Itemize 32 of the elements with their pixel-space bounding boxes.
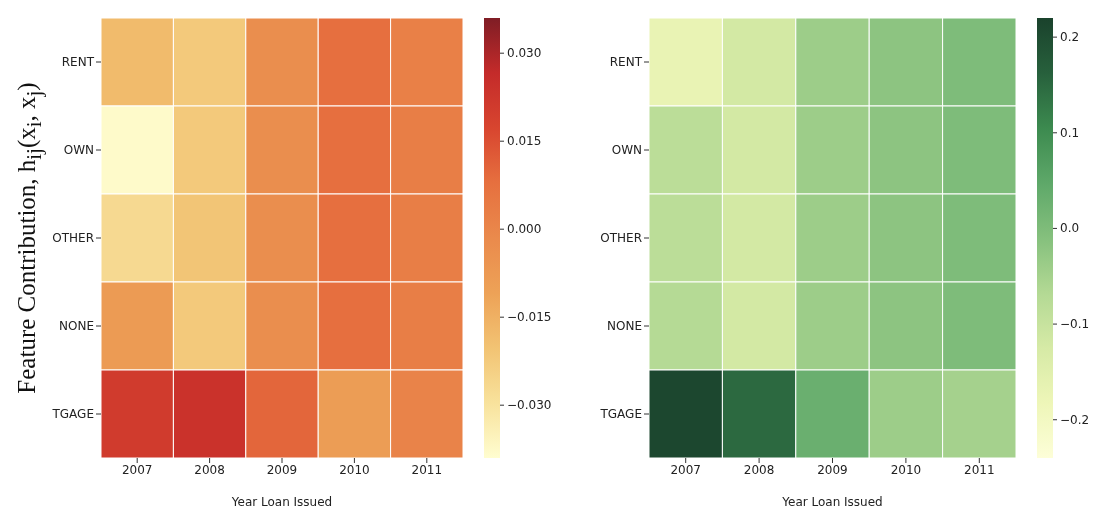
color-bar-label: 0.015 (507, 134, 542, 149)
x-tick-label: 2010 (890, 462, 922, 477)
y-tick-label: TGAGE (51, 407, 94, 422)
y-tick-label: OTHER (52, 231, 94, 246)
color-bar-label: −0.2 (1060, 412, 1090, 427)
x-tick-label: 2007 (121, 462, 153, 477)
x-tick-label: 2007 (670, 462, 701, 477)
color-bar-label: 0.030 (507, 46, 542, 61)
x-tick-label: 2010 (339, 462, 370, 477)
x-tick-label: 2009 (266, 462, 298, 477)
x-tick-label: 2011 (964, 462, 995, 477)
y-tick-label: OWN (611, 143, 642, 158)
x-tick-label: 2008 (743, 462, 775, 477)
y-tick-label: RENT (61, 55, 95, 70)
color-bar-label: −0.1 (1060, 317, 1090, 332)
x-tick-label: 2009 (817, 462, 848, 477)
color-bar-label: 0.1 (1060, 125, 1080, 140)
y-tick-label: OTHER (600, 231, 642, 246)
y-tick-label: TGAGE (599, 407, 642, 422)
color-bar-label: −0.015 (507, 310, 552, 325)
x-axis-title: Year Loan Issued (781, 495, 883, 509)
y-tick-label: OWN (63, 143, 94, 158)
y-tick-label: NONE (59, 319, 94, 334)
x-axis-title: Year Loan Issued (230, 495, 333, 509)
color-bar-label: 0.0 (1060, 221, 1080, 236)
x-tick-label: 2011 (411, 462, 443, 477)
color-bar-label: 0.000 (507, 222, 542, 237)
x-tick-label: 2008 (194, 462, 225, 477)
y-tick-label: RENT (609, 55, 643, 70)
color-bar-label: 0.2 (1060, 30, 1080, 45)
color-bar-label: −0.030 (507, 398, 552, 413)
y-tick-label: NONE (607, 319, 642, 334)
